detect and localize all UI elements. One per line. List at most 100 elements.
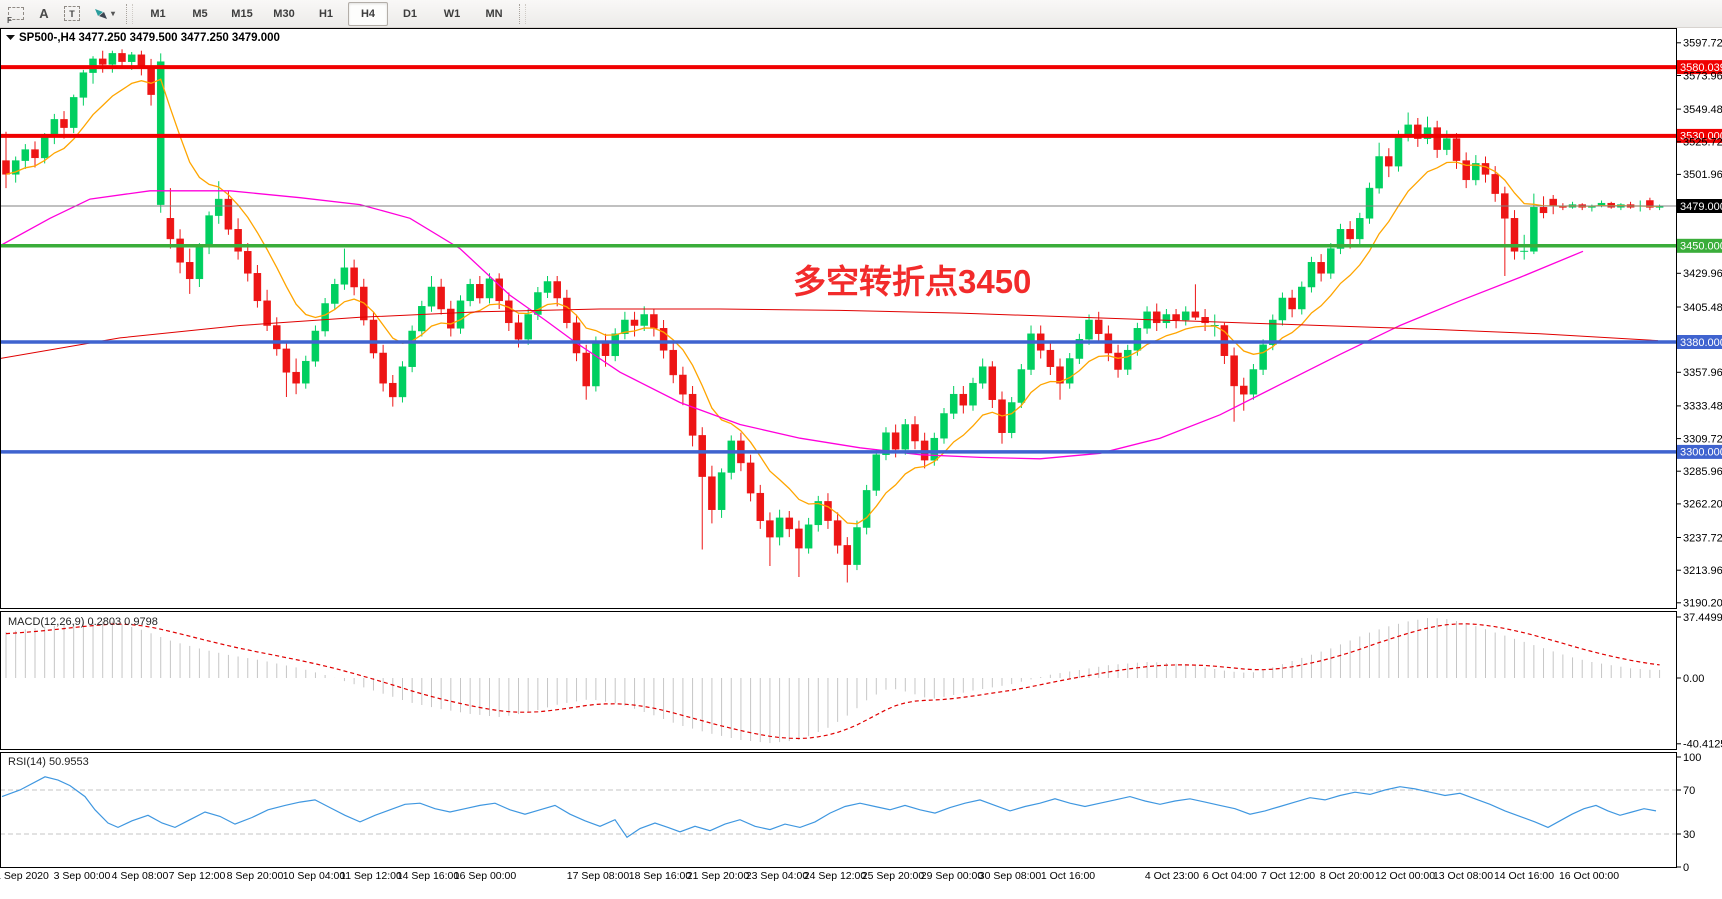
ma-slow-magenta-line (0, 190, 1584, 460)
candle-body (1240, 385, 1248, 395)
price-badge-rect (1677, 444, 1722, 459)
candle-body (147, 68, 155, 95)
text-tool-button[interactable]: A (31, 2, 57, 26)
arrow-objects-button[interactable]: ▾ (87, 2, 121, 26)
fibonacci-icon-label: F (7, 16, 12, 25)
candle-body (1646, 200, 1654, 208)
candle-body (1181, 311, 1190, 321)
date-label: 29 Sep 00:00 (921, 870, 984, 882)
price-tick-label: 3237.720 (1683, 532, 1722, 544)
rsi-tick-label: 100 (1683, 752, 1701, 764)
candle-body (1472, 163, 1480, 181)
price-badge-rect (1677, 128, 1722, 143)
candle-body (1085, 319, 1093, 340)
date-label: 6 Oct 04:00 (1203, 870, 1257, 882)
candle-body (418, 306, 426, 332)
candle-body (717, 472, 726, 510)
candle-body (1046, 349, 1055, 367)
chevron-down-icon: ▾ (110, 9, 115, 18)
date-label: 25 Sep 20:00 (862, 870, 925, 882)
timeframe-button-d1[interactable]: D1 (402, 7, 418, 20)
price-tick-label: 3285.960 (1683, 466, 1722, 478)
macd-signal-line (5, 623, 1660, 740)
chart-title: SP500-,H4 3477.250 3479.500 3477.250 347… (19, 32, 280, 44)
candle-body (572, 322, 581, 354)
price-tick-label: 3309.720 (1683, 433, 1722, 445)
candle-body (1317, 262, 1325, 274)
candle-body (553, 281, 561, 299)
candle-body (1433, 127, 1441, 150)
candle-body (524, 314, 532, 340)
candle-body (1094, 319, 1103, 334)
candle-body (311, 330, 320, 362)
candle-body (195, 245, 204, 280)
timeframe-button-mn[interactable]: MN (485, 7, 503, 20)
rsi-tick-label: 0 (1683, 862, 1689, 874)
timeframe-button-m30[interactable]: M30 (273, 7, 295, 20)
candle-body (949, 393, 958, 414)
macd-label: MACD(12,26,9) 0.2803 0.9798 (8, 616, 158, 628)
timeframe-button-m5[interactable]: M5 (192, 7, 208, 20)
candle-body (940, 413, 948, 439)
date-label: 18 Sep 16:00 (629, 870, 692, 882)
date-label: 3 Sep 00:00 (54, 870, 111, 882)
timeframe-button-m1[interactable]: M1 (150, 7, 166, 20)
candles-layer (2, 49, 1664, 583)
candle-body (833, 520, 842, 546)
date-label: 21 Sep 20:00 (687, 870, 750, 882)
candle-body (1075, 339, 1084, 359)
candle-body (398, 366, 407, 398)
main-panel-border (0, 28, 1677, 609)
candle-body (514, 322, 523, 340)
timeframe-button-h4[interactable]: H4 (348, 1, 388, 26)
chart-dropdown-icon[interactable] (6, 35, 15, 40)
ma-fast-orange-line (5, 78, 1660, 525)
macd-tick-label: 37.4499 (1683, 612, 1722, 624)
candle-body (969, 382, 977, 406)
price-tick-label: 3262.200 (1683, 499, 1722, 511)
candle-body (1481, 163, 1490, 175)
rsi-panel: RSI(14) 50.9553 (0, 756, 1677, 839)
macd-tick-label: 0.00 (1683, 673, 1704, 685)
rsi-panel-border (0, 752, 1677, 868)
candle-body (273, 325, 281, 350)
candle-body (185, 262, 194, 280)
candle-body (1336, 229, 1345, 249)
candle-body (466, 284, 474, 302)
price-tick-label: 3429.960 (1683, 268, 1722, 280)
date-label: 16 Sep 00:00 (454, 870, 517, 882)
price-axis: 3580.039 3530.000 3479.000 3450.000 3380.000… (1677, 38, 1722, 874)
candle-body (1375, 156, 1383, 189)
candle-body (1007, 402, 1016, 433)
chart-canvas[interactable]: SP500-,H4 3477.250 3479.500 3477.250 347… (0, 28, 1722, 894)
candle-body (205, 215, 213, 247)
timeframe-button-h1[interactable]: H1 (318, 7, 334, 20)
candle-body (427, 286, 436, 307)
candle-body (1346, 229, 1354, 240)
candle-body (1510, 218, 1519, 252)
candle-body (930, 437, 939, 461)
fibonacci-tool-button[interactable]: F (3, 2, 29, 26)
timeframe-button-w1[interactable]: W1 (443, 7, 461, 20)
candle-body (1201, 317, 1209, 324)
timeframe-button-m15[interactable]: M15 (231, 7, 253, 20)
candle-body (824, 501, 832, 521)
candle-body (1394, 135, 1403, 167)
candle-body (2, 160, 10, 175)
candle-body (21, 149, 30, 161)
main-price-panel: SP500-,H4 3477.250 3479.500 3477.250 347… (0, 32, 1677, 583)
candle-body (476, 284, 484, 299)
rsi-label: RSI(14) 50.9553 (8, 756, 89, 768)
candle-body (601, 341, 610, 356)
price-tick-label: 3357.960 (1683, 367, 1722, 379)
candle-body (1539, 207, 1548, 214)
annotation-text[interactable]: 多空转折点3450 (793, 263, 1031, 300)
candle-body (978, 366, 987, 384)
candle-body (118, 53, 126, 62)
rsi-tick-label: 30 (1683, 829, 1695, 841)
candle-body (292, 371, 300, 384)
date-label: 8 Oct 20:00 (1320, 870, 1374, 882)
text-label-tool-button[interactable]: T (59, 2, 85, 26)
macd-panel: MACD(12,26,9) 0.2803 0.9798 (5, 616, 1661, 744)
date-label: 1 Sep 2020 (0, 870, 49, 882)
